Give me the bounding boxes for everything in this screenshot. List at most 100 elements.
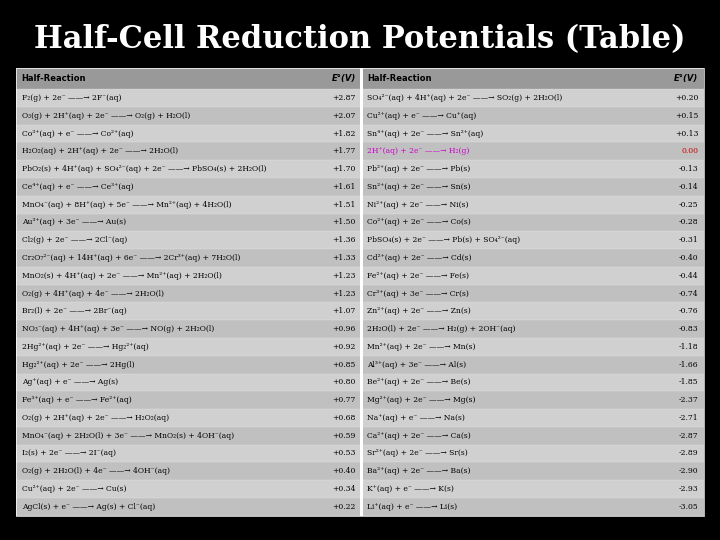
Text: Ca²⁺(aq) + 2e⁻ ——→ Ca(s): Ca²⁺(aq) + 2e⁻ ——→ Ca(s)	[367, 431, 471, 440]
Text: -1.18: -1.18	[679, 343, 698, 351]
Text: O₂(g) + 2H₂O(l) + 4e⁻ ——→ 4OH⁻(aq): O₂(g) + 2H₂O(l) + 4e⁻ ——→ 4OH⁻(aq)	[22, 467, 170, 475]
Text: Pb²⁺(aq) + 2e⁻ ——→ Pb(s): Pb²⁺(aq) + 2e⁻ ——→ Pb(s)	[367, 165, 470, 173]
Bar	[16, 178, 361, 195]
Text: +0.77: +0.77	[333, 396, 356, 404]
Bar	[16, 462, 361, 480]
Text: Cr₂O₇²⁻(aq) + 14H⁺(aq) + 6e⁻ ——→ 2Cr³⁺(aq) + 7H₂O(l): Cr₂O₇²⁻(aq) + 14H⁺(aq) + 6e⁻ ——→ 2Cr³⁺(a…	[22, 254, 240, 262]
Bar	[16, 249, 361, 267]
Text: +0.53: +0.53	[332, 449, 356, 457]
Bar	[16, 392, 361, 409]
Bar	[16, 89, 361, 107]
Bar	[361, 178, 704, 195]
Text: PbO₂(s) + 4H⁺(aq) + SO₄²⁻(aq) + 2e⁻ ——→ PbSO₄(s) + 2H₂O(l): PbO₂(s) + 4H⁺(aq) + SO₄²⁻(aq) + 2e⁻ ——→ …	[22, 165, 266, 173]
Text: Half-Reaction: Half-Reaction	[22, 74, 86, 83]
Text: MnO₄⁻(aq) + 2H₂O(l) + 3e⁻ ——→ MnO₂(s) + 4OH⁻(aq): MnO₄⁻(aq) + 2H₂O(l) + 3e⁻ ——→ MnO₂(s) + …	[22, 431, 234, 440]
Text: Cu²⁺(aq) + 2e⁻ ——→ Cu(s): Cu²⁺(aq) + 2e⁻ ——→ Cu(s)	[22, 485, 126, 493]
Text: +2.07: +2.07	[333, 112, 356, 120]
Bar	[16, 143, 361, 160]
Text: 0.00: 0.00	[681, 147, 698, 156]
Text: Mn²⁺(aq) + 2e⁻ ——→ Mn(s): Mn²⁺(aq) + 2e⁻ ——→ Mn(s)	[367, 343, 476, 351]
Text: Fe³⁺(aq) + e⁻ ——→ Fe²⁺(aq): Fe³⁺(aq) + e⁻ ——→ Fe²⁺(aq)	[22, 396, 131, 404]
Text: +0.34: +0.34	[332, 485, 356, 493]
Text: 2H₂O(l) + 2e⁻ ——→ H₂(g) + 2OH⁻(aq): 2H₂O(l) + 2e⁻ ——→ H₂(g) + 2OH⁻(aq)	[367, 325, 516, 333]
Bar	[361, 462, 704, 480]
Bar	[16, 374, 361, 391]
Text: -2.87: -2.87	[679, 431, 698, 440]
Text: -0.13: -0.13	[679, 165, 698, 173]
Text: +1.07: +1.07	[333, 307, 356, 315]
Text: 2Hg²⁺(aq) + 2e⁻ ——→ Hg₂²⁺(aq): 2Hg²⁺(aq) + 2e⁻ ——→ Hg₂²⁺(aq)	[22, 343, 148, 351]
Text: Half-Cell Reduction Potentials (Table): Half-Cell Reduction Potentials (Table)	[35, 24, 685, 55]
Text: +0.59: +0.59	[333, 431, 356, 440]
Bar	[16, 338, 361, 356]
Bar	[16, 213, 361, 231]
Bar	[361, 143, 704, 160]
Bar	[16, 409, 361, 427]
Text: PbSO₄(s) + 2e⁻ ——→ Pb(s) + SO₄²⁻(aq): PbSO₄(s) + 2e⁻ ——→ Pb(s) + SO₄²⁻(aq)	[367, 236, 521, 244]
Bar	[361, 480, 704, 498]
Text: O₃(g) + 2H⁺(aq) + 2e⁻ ——→ O₂(g) + H₂O(l): O₃(g) + 2H⁺(aq) + 2e⁻ ——→ O₂(g) + H₂O(l)	[22, 112, 190, 120]
Text: +0.15: +0.15	[675, 112, 698, 120]
Text: Na⁺(aq) + e⁻ ——→ Na(s): Na⁺(aq) + e⁻ ——→ Na(s)	[367, 414, 465, 422]
Text: H₂O₂(aq) + 2H⁺(aq) + 2e⁻ ——→ 2H₂O(l): H₂O₂(aq) + 2H⁺(aq) + 2e⁻ ——→ 2H₂O(l)	[22, 147, 178, 156]
Bar	[361, 195, 704, 213]
Text: -2.37: -2.37	[679, 396, 698, 404]
Text: -0.25: -0.25	[679, 201, 698, 208]
Text: Ni²⁺(aq) + 2e⁻ ——→ Ni(s): Ni²⁺(aq) + 2e⁻ ——→ Ni(s)	[367, 201, 469, 208]
Text: Be²⁺(aq) + 2e⁻ ——→ Be(s): Be²⁺(aq) + 2e⁻ ——→ Be(s)	[367, 379, 471, 387]
Text: Zn²⁺(aq) + 2e⁻ ——→ Zn(s): Zn²⁺(aq) + 2e⁻ ——→ Zn(s)	[367, 307, 471, 315]
Text: -2.90: -2.90	[679, 467, 698, 475]
Text: +1.33: +1.33	[332, 254, 356, 262]
Text: O₂(g) + 4H⁺(aq) + 4e⁻ ——→ 2H₂O(l): O₂(g) + 4H⁺(aq) + 4e⁻ ——→ 2H₂O(l)	[22, 289, 163, 298]
Text: -1.85: -1.85	[679, 379, 698, 387]
Text: MnO₂(s) + 4H⁺(aq) + 2e⁻ ——→ Mn²⁺(aq) + 2H₂O(l): MnO₂(s) + 4H⁺(aq) + 2e⁻ ——→ Mn²⁺(aq) + 2…	[22, 272, 222, 280]
Bar	[16, 320, 361, 338]
Text: 2H⁺(aq) + 2e⁻ ——→ H₂(g): 2H⁺(aq) + 2e⁻ ——→ H₂(g)	[367, 147, 469, 156]
Bar	[361, 444, 704, 462]
Text: Al³⁺(aq) + 3e⁻ ——→ Al(s): Al³⁺(aq) + 3e⁻ ——→ Al(s)	[367, 361, 467, 369]
Bar	[361, 427, 704, 444]
Bar	[16, 267, 361, 285]
Text: Ag⁺(aq) + e⁻ ——→ Ag(s): Ag⁺(aq) + e⁻ ——→ Ag(s)	[22, 379, 118, 387]
Bar	[16, 285, 361, 302]
Text: Cr³⁺(aq) + 3e⁻ ——→ Cr(s): Cr³⁺(aq) + 3e⁻ ——→ Cr(s)	[367, 289, 469, 298]
Text: +1.23: +1.23	[332, 272, 356, 280]
Text: NO₃⁻(aq) + 4H⁺(aq) + 3e⁻ ——→ NO(g) + 2H₂O(l): NO₃⁻(aq) + 4H⁺(aq) + 3e⁻ ——→ NO(g) + 2H₂…	[22, 325, 214, 333]
Text: Cu²⁺(aq) + e⁻ ——→ Cu⁺(aq): Cu²⁺(aq) + e⁻ ——→ Cu⁺(aq)	[367, 112, 477, 120]
Text: +2.87: +2.87	[333, 94, 356, 102]
Bar	[16, 68, 704, 516]
Text: +0.68: +0.68	[333, 414, 356, 422]
Text: Sr²⁺(aq) + 2e⁻ ——→ Sr(s): Sr²⁺(aq) + 2e⁻ ——→ Sr(s)	[367, 449, 468, 457]
Bar	[16, 68, 704, 516]
Bar	[16, 195, 361, 213]
Text: -0.40: -0.40	[679, 254, 698, 262]
Text: Sn⁴⁺(aq) + 2e⁻ ——→ Sn²⁺(aq): Sn⁴⁺(aq) + 2e⁻ ——→ Sn²⁺(aq)	[367, 130, 483, 138]
Bar	[16, 160, 361, 178]
Text: -0.76: -0.76	[679, 307, 698, 315]
Bar	[361, 89, 704, 107]
Text: -2.89: -2.89	[679, 449, 698, 457]
Bar	[361, 498, 704, 516]
Text: Ce⁴⁺(aq) + e⁻ ——→ Ce³⁺(aq): Ce⁴⁺(aq) + e⁻ ——→ Ce³⁺(aq)	[22, 183, 133, 191]
Bar	[361, 267, 704, 285]
Text: +1.23: +1.23	[332, 289, 356, 298]
Text: Half-Reaction: Half-Reaction	[367, 74, 432, 83]
Text: MnO₄⁻(aq) + 8H⁺(aq) + 5e⁻ ——→ Mn²⁺(aq) + 4H₂O(l): MnO₄⁻(aq) + 8H⁺(aq) + 5e⁻ ——→ Mn²⁺(aq) +…	[22, 201, 231, 208]
Text: +1.70: +1.70	[333, 165, 356, 173]
Bar	[361, 392, 704, 409]
Text: Cl₂(g) + 2e⁻ ——→ 2Cl⁻(aq): Cl₂(g) + 2e⁻ ——→ 2Cl⁻(aq)	[22, 236, 127, 244]
Text: F₂(g) + 2e⁻ ——→ 2F⁻(aq): F₂(g) + 2e⁻ ——→ 2F⁻(aq)	[22, 94, 121, 102]
Bar	[361, 125, 704, 143]
Bar	[16, 480, 361, 498]
Text: -0.14: -0.14	[679, 183, 698, 191]
Bar	[361, 213, 704, 231]
Text: Co³⁺(aq) + e⁻ ——→ Co²⁺(aq): Co³⁺(aq) + e⁻ ——→ Co²⁺(aq)	[22, 130, 133, 138]
Text: +1.61: +1.61	[333, 183, 356, 191]
Text: -1.66: -1.66	[679, 361, 698, 369]
Text: -3.05: -3.05	[679, 503, 698, 511]
Text: Sn²⁺(aq) + 2e⁻ ——→ Sn(s): Sn²⁺(aq) + 2e⁻ ——→ Sn(s)	[367, 183, 471, 191]
Text: -2.71: -2.71	[679, 414, 698, 422]
Text: +0.13: +0.13	[675, 130, 698, 138]
Text: -0.83: -0.83	[679, 325, 698, 333]
Text: Mg²⁺(aq) + 2e⁻ ——→ Mg(s): Mg²⁺(aq) + 2e⁻ ——→ Mg(s)	[367, 396, 476, 404]
